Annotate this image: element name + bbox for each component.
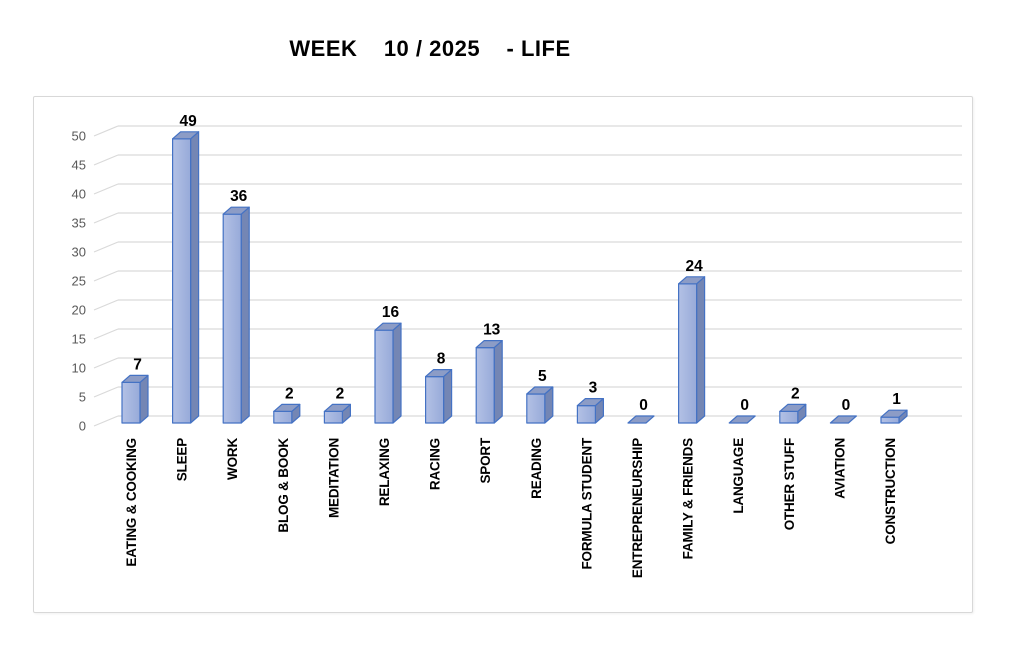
bar-side-face xyxy=(139,374,149,424)
gridline-diagonal xyxy=(93,299,119,311)
bar-value-label: 49 xyxy=(179,113,197,130)
bar-value-label: 5 xyxy=(538,368,547,385)
bar xyxy=(172,138,192,424)
gridline-diagonal xyxy=(93,270,119,282)
bar-top-face xyxy=(121,374,149,383)
category-label: BLOG & BOOK xyxy=(276,438,291,533)
bar xyxy=(273,410,293,424)
gridline-diagonal xyxy=(93,357,119,369)
bar-value-label: 3 xyxy=(589,380,598,397)
chart-title: WEEK 10 / 2025 - LIFE xyxy=(289,36,571,61)
y-tick-label: 5 xyxy=(79,390,86,405)
bar xyxy=(323,410,343,424)
bar-value-label: 2 xyxy=(336,385,345,402)
bar-side-face xyxy=(493,340,503,424)
bar-side-face xyxy=(695,276,706,424)
bar xyxy=(222,213,242,424)
bar-value-label: 16 xyxy=(382,304,400,321)
y-tick-label: 15 xyxy=(72,332,86,347)
category-label: RACING xyxy=(428,438,443,490)
category-label: AVIATION xyxy=(832,438,847,499)
bar-top-face xyxy=(779,403,807,412)
bar-top-face xyxy=(526,386,554,395)
y-tick-label: 40 xyxy=(72,187,86,202)
bar-value-label: 8 xyxy=(437,351,446,368)
bar-value-label: 36 xyxy=(230,188,248,205)
bar-value-label: 2 xyxy=(791,385,800,402)
category-label: SPORT xyxy=(478,437,493,483)
bar xyxy=(374,329,394,424)
category-label: OTHER STUFF xyxy=(782,438,797,530)
y-tick-label: 35 xyxy=(72,216,86,231)
category-label: ENTREPRENEURSHIP xyxy=(630,438,645,578)
bar-value-label: 0 xyxy=(740,397,749,414)
bar xyxy=(526,393,546,424)
bar xyxy=(779,410,799,424)
category-label: LANGUAGE xyxy=(731,438,746,514)
y-tick-label: 45 xyxy=(72,158,86,173)
bar xyxy=(677,283,698,424)
bar xyxy=(880,416,900,424)
y-tick-label: 10 xyxy=(72,361,86,376)
bar-top-face xyxy=(829,415,858,424)
bar-value-label: 1 xyxy=(892,391,901,408)
gridline-diagonal xyxy=(93,386,119,398)
category-label: FAMILY & FRIENDS xyxy=(681,438,696,560)
bar-side-face xyxy=(443,369,453,424)
bar-top-face xyxy=(475,340,503,349)
bar-side-face xyxy=(190,131,200,424)
bar-top-face xyxy=(627,415,655,424)
category-label: FORMULA STUDENT xyxy=(579,437,594,569)
bar-value-label: 7 xyxy=(133,356,142,373)
gridline-diagonal xyxy=(93,125,119,137)
gridline-diagonal xyxy=(93,212,119,224)
bar-top-face xyxy=(728,415,756,424)
gridline-diagonal xyxy=(93,183,119,195)
category-label: WORK xyxy=(225,438,240,480)
y-tick-label: 25 xyxy=(72,274,86,289)
category-label: SLEEP xyxy=(175,438,190,481)
category-label: CONSTRUCTION xyxy=(883,438,898,544)
bar-top-face xyxy=(425,369,453,378)
bar xyxy=(576,405,597,424)
bar-top-face xyxy=(273,403,301,412)
bar-top-face xyxy=(880,409,908,418)
bar xyxy=(425,376,445,424)
bar-top-face xyxy=(222,206,250,215)
bar-value-label: 0 xyxy=(842,397,851,414)
bar xyxy=(121,381,141,424)
y-tick-label: 0 xyxy=(79,419,86,434)
y-tick-label: 20 xyxy=(72,303,86,318)
bar-top-face xyxy=(323,403,351,412)
category-label: EATING & COOKING xyxy=(124,438,139,567)
y-tick-label: 30 xyxy=(72,245,86,260)
gridline-diagonal xyxy=(93,328,119,340)
bar-top-face xyxy=(172,131,200,140)
bar-value-label: 2 xyxy=(285,385,294,402)
bar-top-face xyxy=(677,276,706,285)
chart-frame: 0 5 10 15 20 25 30 35 40 45 50 7 EATING & COOKING 49 S… xyxy=(33,96,973,613)
gridline-diagonal xyxy=(93,415,119,427)
bar xyxy=(475,347,495,424)
y-tick-label: 50 xyxy=(72,129,86,144)
bar-value-label: 13 xyxy=(483,322,501,339)
bar-top-face xyxy=(576,398,605,407)
bar-side-face xyxy=(240,206,250,424)
gridline-diagonal xyxy=(93,154,119,166)
bar-top-face xyxy=(374,322,402,331)
bar-value-label: 0 xyxy=(639,397,648,414)
gridline-diagonal xyxy=(93,241,119,253)
category-label: READING xyxy=(529,438,544,499)
category-label: RELAXING xyxy=(377,438,392,506)
bar-value-label: 24 xyxy=(685,258,703,275)
bar-side-face xyxy=(392,322,402,424)
category-label: MEDITATION xyxy=(326,438,341,518)
